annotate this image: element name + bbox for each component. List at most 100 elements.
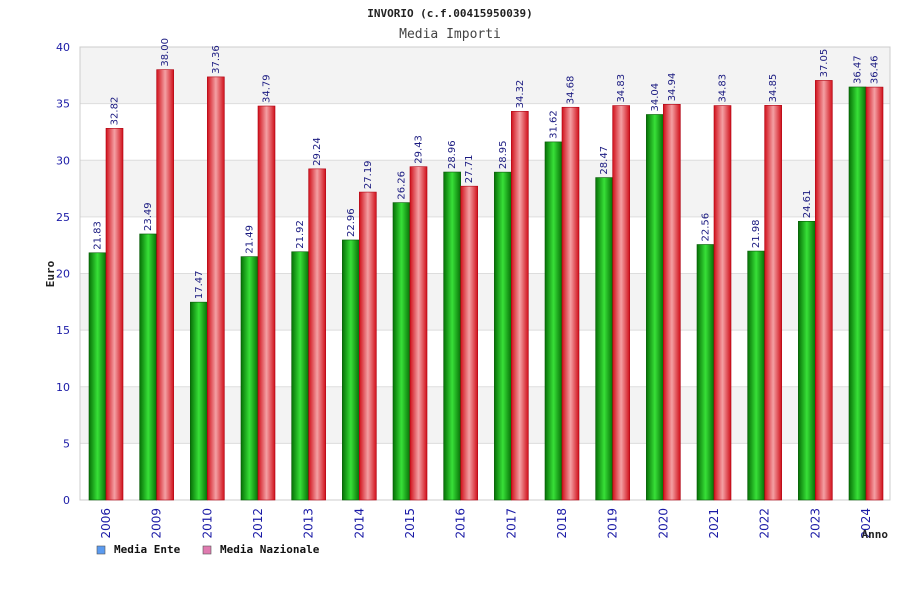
- x-tick-label: 2013: [302, 508, 316, 539]
- y-tick-label: 5: [63, 437, 70, 450]
- x-tick-label: 2010: [200, 508, 214, 539]
- bar-media-nazionale-2016: [460, 185, 478, 501]
- x-tick-label: 2020: [656, 508, 670, 539]
- x-tick-label: 2021: [707, 508, 721, 539]
- data-label: 34.83: [616, 74, 627, 103]
- legend-label-media-nazionale: Media Nazionale: [220, 543, 320, 556]
- data-label: 34.83: [718, 74, 729, 103]
- bar-media-ente-2006: [88, 252, 107, 501]
- bar-media-nazionale-2021: [713, 105, 732, 501]
- x-tick-label: 2015: [403, 508, 417, 539]
- data-label: 37.36: [211, 45, 222, 74]
- legend-label-media-ente: Media Ente: [114, 543, 181, 556]
- data-label: 29.43: [414, 135, 425, 164]
- bar-media-ente-2014: [342, 239, 360, 501]
- y-tick-label: 40: [56, 41, 70, 54]
- data-label: 38.00: [160, 38, 171, 67]
- data-label: 34.79: [262, 74, 273, 103]
- x-axis-label: Anno: [862, 528, 889, 541]
- bar-media-nazionale-2013: [308, 168, 326, 501]
- data-label: 26.26: [397, 171, 408, 200]
- data-label: 29.24: [312, 137, 323, 166]
- legend: Media Ente Media Nazionale: [96, 543, 320, 556]
- bar-media-nazionale-2022: [764, 105, 782, 501]
- x-tick-label: 2012: [251, 508, 265, 539]
- bar-media-ente-2024: [848, 86, 867, 501]
- bar-media-ente-2015: [392, 202, 411, 501]
- bar-media-ente-2016: [443, 171, 461, 501]
- data-label: 28.96: [447, 140, 458, 169]
- x-tick-label: 2023: [808, 508, 822, 539]
- y-tick-label: 30: [56, 154, 70, 167]
- y-tick-label: 0: [63, 494, 70, 507]
- bar-media-nazionale-2012: [257, 105, 276, 501]
- data-label: 21.83: [93, 221, 104, 250]
- data-label: 17.47: [194, 271, 205, 300]
- bar-media-nazionale-2006: [105, 128, 124, 501]
- data-label: 34.04: [650, 83, 661, 112]
- plot-frame: [79, 46, 891, 501]
- bar-media-nazionale-2023: [815, 80, 833, 501]
- y-tick-label: 20: [56, 268, 70, 281]
- bar-media-nazionale-2017: [511, 111, 529, 501]
- data-labels: 21.83 32.82 23.49 38.00 17.47 37.36 21.49 34.79…: [93, 38, 881, 299]
- bar-media-ente-2023: [798, 220, 816, 501]
- y-tick-label: 15: [56, 324, 70, 337]
- data-label: 34.85: [768, 74, 779, 103]
- x-tick-label: 2009: [150, 508, 164, 539]
- bar-media-nazionale-2009: [156, 69, 174, 501]
- bar-media-nazionale-2018: [561, 106, 580, 501]
- bars: [88, 69, 884, 501]
- data-label: 22.96: [346, 208, 357, 237]
- x-tick-label: 2024: [859, 508, 873, 539]
- y-tick-label: 25: [56, 211, 70, 224]
- y-axis-ticks: 0 5 10 15 20 25 30 35 40: [56, 41, 70, 507]
- bar-media-ente-2021: [696, 244, 715, 501]
- x-tick-label: 2006: [99, 508, 113, 539]
- data-label: 28.95: [498, 141, 509, 170]
- x-tick-label: 2014: [352, 508, 366, 539]
- y-tick-label: 10: [56, 381, 70, 394]
- data-label: 27.19: [363, 160, 374, 189]
- chart-title: INVORIO (c.f.00415950039): [367, 7, 533, 20]
- bar-media-ente-2018: [544, 141, 563, 501]
- data-label: 34.32: [515, 80, 526, 109]
- data-label: 21.49: [245, 225, 256, 254]
- x-tick-label: 2019: [606, 508, 620, 539]
- x-tick-label: 2022: [758, 508, 772, 539]
- bar-media-nazionale-2010: [207, 76, 225, 501]
- x-tick-label: 2016: [454, 508, 468, 539]
- bar-media-ente-2020: [646, 114, 664, 501]
- bar-media-ente-2019: [595, 177, 613, 501]
- data-label: 21.98: [751, 219, 762, 248]
- data-label: 34.94: [667, 73, 678, 102]
- data-label: 22.56: [701, 213, 712, 242]
- x-tick-label: 2018: [555, 508, 569, 539]
- data-label: 32.82: [110, 97, 121, 126]
- data-label: 24.61: [802, 190, 813, 219]
- legend-swatch-media-nazionale: [202, 545, 212, 555]
- data-label: 37.05: [819, 49, 830, 78]
- data-label: 36.46: [870, 55, 881, 84]
- y-axis-label: Euro: [44, 260, 57, 287]
- data-label: 28.47: [599, 146, 610, 175]
- bar-media-nazionale-2019: [612, 105, 630, 501]
- bar-media-ente-2012: [240, 256, 259, 501]
- chart-subtitle: Media Importi: [399, 27, 501, 42]
- x-tick-label: 2017: [504, 508, 518, 539]
- bar-media-ente-2009: [139, 233, 157, 501]
- bar-media-nazionale-2014: [359, 191, 377, 501]
- bar-media-ente-2010: [190, 301, 208, 501]
- data-label: 34.68: [566, 76, 577, 105]
- x-axis-ticks: 2006 2009 2010 2012 2013 2014 2015 2016 2017 2018…: [99, 508, 873, 539]
- bar-media-nazionale-2015: [409, 166, 428, 501]
- y-tick-label: 35: [56, 98, 70, 111]
- data-label: 27.71: [464, 155, 475, 184]
- bar-media-ente-2013: [291, 251, 309, 501]
- legend-swatch-media-ente: [96, 545, 106, 555]
- bar-media-ente-2017: [494, 171, 512, 501]
- bar-media-ente-2022: [747, 250, 765, 501]
- data-label: 31.62: [549, 110, 560, 139]
- bar-media-nazionale-2020: [663, 104, 681, 501]
